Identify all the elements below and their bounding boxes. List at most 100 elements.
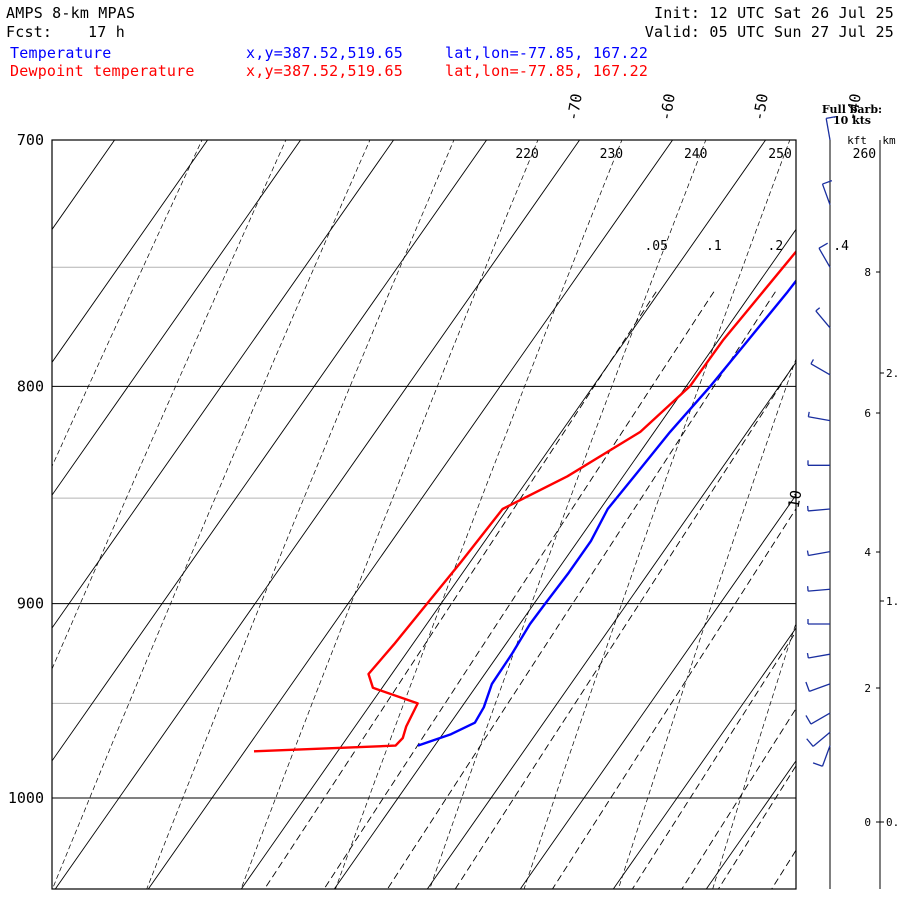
pressure-label: 900 bbox=[17, 595, 44, 613]
plot-frame bbox=[51, 139, 797, 890]
mixing-ratio-line bbox=[264, 291, 657, 889]
kft-tick-label: 0 bbox=[864, 816, 871, 829]
dry-adiabat-label: 260 bbox=[853, 147, 876, 162]
isotherm-20 bbox=[892, 140, 900, 889]
wind-barb-shaft bbox=[809, 683, 831, 692]
isotherm--20 bbox=[519, 494, 796, 889]
kft-tick-label: 6 bbox=[864, 407, 871, 420]
mixing-ratio-line bbox=[631, 630, 796, 889]
wind-barb-full bbox=[822, 180, 833, 185]
isotherm--110 bbox=[52, 140, 208, 364]
temperature-xy: x,y=387.52,519.65 bbox=[246, 44, 403, 62]
dry-adiabat-180 bbox=[52, 140, 203, 468]
wind-barb-shaft bbox=[810, 712, 831, 725]
wind-barb-shaft bbox=[815, 310, 831, 329]
model-title: AMPS 8-km MPAS bbox=[6, 4, 136, 22]
full-barb-note: Full barb: 10 kts bbox=[812, 103, 892, 127]
wind-barb-shaft bbox=[810, 363, 831, 376]
isotherm--80 bbox=[52, 140, 487, 762]
dry-adiabat-label: 230 bbox=[600, 147, 623, 162]
mixing-ratio-line bbox=[386, 291, 776, 889]
wind-barb-full bbox=[826, 115, 837, 119]
full-barb-value: 10 kts bbox=[832, 114, 872, 127]
dry-adiabat-label: 240 bbox=[684, 147, 707, 162]
mixing-ratio-label: .05 bbox=[644, 239, 667, 254]
isotherm-10 bbox=[799, 140, 900, 889]
temperature-legend: Temperature bbox=[10, 44, 112, 62]
wind-barb bbox=[806, 731, 831, 747]
dewpoint-xy: x,y=387.52,519.65 bbox=[246, 62, 403, 80]
pressure-label: 800 bbox=[17, 377, 44, 395]
isotherm--70 bbox=[54, 140, 580, 889]
wind-barb-shaft bbox=[808, 551, 831, 557]
mixing-ratio-label: .2 bbox=[768, 239, 784, 254]
mixing-ratio-label: .1 bbox=[706, 239, 722, 254]
wind-barb-shaft bbox=[808, 588, 831, 592]
dry-adiabat-label: 220 bbox=[515, 147, 538, 162]
init-time: Init: 12 UTC Sat 26 Jul 25 bbox=[654, 4, 894, 22]
isotherm-label: -50 bbox=[749, 92, 771, 122]
sounding-curves bbox=[253, 249, 796, 753]
isotherm--120 bbox=[52, 140, 115, 231]
temperature-latlon: lat,lon=-77.85, 167.22 bbox=[445, 44, 649, 62]
mixing-ratio-label: .4 bbox=[833, 239, 849, 254]
km-axis-label: km bbox=[882, 134, 896, 147]
temperature-profile bbox=[417, 279, 796, 747]
wind-barb-shaft bbox=[808, 653, 831, 659]
wind-barb-half bbox=[815, 307, 821, 312]
wind-barb-full bbox=[812, 762, 823, 767]
isotherm--50 bbox=[240, 140, 766, 889]
dewpoint-profile bbox=[253, 249, 796, 753]
plot-border bbox=[51, 139, 797, 890]
wind-barb bbox=[805, 681, 831, 692]
km-tick-label: 1. bbox=[886, 595, 899, 608]
wind-barb bbox=[807, 586, 831, 592]
dewpoint-latlon: lat,lon=-77.85, 167.22 bbox=[445, 62, 649, 80]
mixing-ratio-line bbox=[681, 707, 796, 889]
wind-barb bbox=[806, 550, 831, 557]
isotherm-label: -60 bbox=[656, 92, 678, 122]
isotherm--30 bbox=[426, 361, 796, 889]
mixing-ratio-line bbox=[717, 764, 796, 889]
wind-barb-half bbox=[806, 652, 809, 659]
wind-barb bbox=[810, 359, 831, 376]
isotherm-label: -40 bbox=[842, 92, 864, 122]
kft-axis-label: kft bbox=[847, 134, 867, 147]
wind-barb-full bbox=[805, 715, 812, 725]
wind-barb bbox=[815, 307, 831, 329]
forecast-label: Fcst: bbox=[6, 23, 53, 41]
wind-barb-shaft bbox=[808, 416, 831, 422]
kft-tick-label: 8 bbox=[864, 266, 871, 279]
mixing-ratio-line bbox=[323, 291, 715, 889]
forecast-hour: 17 h bbox=[88, 23, 125, 41]
isotherm-label: -70 bbox=[563, 92, 585, 122]
kft-tick-label: 4 bbox=[864, 546, 871, 559]
wind-barb bbox=[807, 460, 830, 466]
wind-barb bbox=[818, 242, 831, 268]
dry-adiabat-260 bbox=[618, 357, 796, 889]
dry-adiabat-230 bbox=[335, 140, 623, 889]
dry-adiabat-210 bbox=[146, 140, 455, 889]
isotherm-0 bbox=[705, 760, 796, 889]
mixing-ratio-line bbox=[771, 849, 796, 889]
wind-barb-shaft bbox=[808, 508, 831, 512]
dry-adiabat-220 bbox=[240, 140, 539, 889]
wind-barb-column bbox=[805, 115, 837, 889]
isotherm--100 bbox=[52, 140, 301, 496]
wind-barb-shaft bbox=[818, 247, 831, 268]
wind-barb bbox=[821, 180, 833, 205]
height-axis: kft km 8 6 4 2 0 2. 1. 0. bbox=[847, 134, 899, 889]
wind-barb-full bbox=[806, 738, 814, 747]
wind-barb-half bbox=[806, 550, 809, 556]
valid-time: Valid: 05 UTC Sun 27 Jul 25 bbox=[644, 23, 894, 41]
kft-tick-label: 2 bbox=[864, 682, 871, 695]
wind-barb-full bbox=[818, 242, 828, 249]
dry-adiabat-280 bbox=[802, 87, 900, 900]
wind-barb bbox=[807, 619, 830, 625]
skew-t-grid bbox=[52, 87, 900, 900]
dry-adiabat-250 bbox=[523, 140, 791, 889]
km-tick-label: 0. bbox=[886, 816, 899, 829]
wind-barb bbox=[825, 115, 837, 141]
isotherm--60 bbox=[147, 140, 673, 889]
